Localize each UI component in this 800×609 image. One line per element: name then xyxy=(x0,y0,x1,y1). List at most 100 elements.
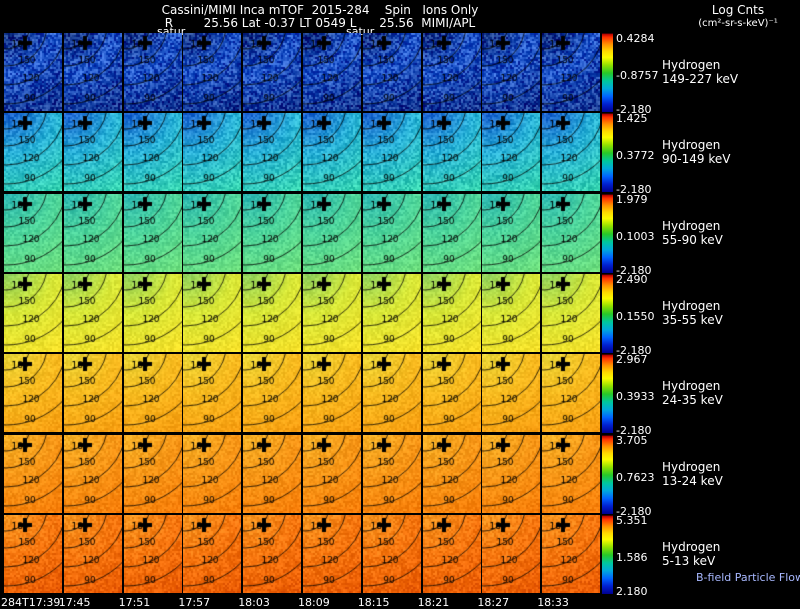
spectrogram-panel xyxy=(303,515,361,593)
spectrogram-panel xyxy=(64,33,122,111)
colorbar-mid-label: -0.8757 xyxy=(616,69,658,82)
spectrogram-panel xyxy=(542,354,600,432)
energy-band-row: 1.425 0.3772 -2.180 Hydrogen 90-149 keV xyxy=(0,113,800,191)
spectrogram-panel xyxy=(183,515,241,593)
colorbar-mid-label: 0.3933 xyxy=(616,390,655,403)
spectrogram-panel xyxy=(183,274,241,352)
spectrogram-panel xyxy=(183,113,241,191)
spectrogram-panel xyxy=(482,274,540,352)
spectrogram-panel xyxy=(124,194,182,272)
colorbar-max-label: 0.4284 xyxy=(616,32,655,45)
spectrogram-panel xyxy=(4,515,62,593)
colorbar xyxy=(602,194,613,273)
species-label: Hydrogen 149-227 keV xyxy=(662,58,738,86)
spectrogram-panel xyxy=(243,354,301,432)
energy-band-row: 5.351 1.586 2.180 Hydrogen 5-13 keV xyxy=(0,515,800,593)
spectrogram-panel xyxy=(303,113,361,191)
spectrogram-panel xyxy=(243,274,301,352)
page-title: Cassini/MIMI Inca mTOF 2015-284 Spin Ion… xyxy=(0,3,640,17)
energy-range-label: 90-149 keV xyxy=(662,152,730,166)
spectrogram-panel xyxy=(4,113,62,191)
spectrogram-panel xyxy=(64,515,122,593)
colorbar-max-label: 2.967 xyxy=(616,353,648,366)
spectrogram-panel xyxy=(64,274,122,352)
spectrogram-panel xyxy=(363,194,421,272)
time-tick-label: 17:45 xyxy=(59,596,91,609)
energy-band-row: 2.490 0.1550 -2.180 Hydrogen 35-55 keV xyxy=(0,274,800,352)
spectrogram-panel xyxy=(64,194,122,272)
spectrogram-panel xyxy=(482,33,540,111)
spectrogram-panel xyxy=(542,113,600,191)
species-label: Hydrogen 13-24 keV xyxy=(662,460,723,488)
energy-range-label: 5-13 keV xyxy=(662,554,720,568)
energy-range-label: 149-227 keV xyxy=(662,72,738,86)
spectrogram-panel xyxy=(124,113,182,191)
spectrogram-panel xyxy=(542,33,600,111)
spectrogram-panel xyxy=(363,33,421,111)
spectrogram-panel xyxy=(64,435,122,513)
spectrogram-panel xyxy=(124,515,182,593)
colorbar xyxy=(602,274,613,353)
species-label: Hydrogen 24-35 keV xyxy=(662,379,723,407)
observation-info: R 25.56 Lat -0.37 LT 0549 L 25.56 MIMI/A… xyxy=(0,16,640,30)
spectrogram-panel xyxy=(4,33,62,111)
spectrogram-panel xyxy=(423,274,481,352)
spectrogram-panel xyxy=(423,435,481,513)
spectrogram-panel xyxy=(183,194,241,272)
spectrogram-panel xyxy=(423,113,481,191)
colorbar-title-line2: (cm²-sr-s-keV)⁻¹ xyxy=(678,17,798,31)
colorbar xyxy=(602,113,613,192)
colorbar-max-label: 3.705 xyxy=(616,434,648,447)
species-label: Hydrogen 35-55 keV xyxy=(662,299,723,327)
energy-band-row: 1.979 0.1003 -2.180 Hydrogen 55-90 keV xyxy=(0,194,800,272)
spectrogram-panel xyxy=(303,274,361,352)
time-tick-label: 18:15 xyxy=(358,596,390,609)
time-tick-label: 18:27 xyxy=(477,596,509,609)
spectrogram-panel xyxy=(64,113,122,191)
species-name: Hydrogen xyxy=(662,460,723,474)
colorbar-title-line1: Log Cnts xyxy=(678,3,798,17)
spectrogram-panel xyxy=(4,435,62,513)
spectrogram-panel xyxy=(482,113,540,191)
species-name: Hydrogen xyxy=(662,58,738,72)
time-tick-label: 284T17:39 xyxy=(1,596,60,609)
spectrogram-panel xyxy=(4,354,62,432)
spectrogram-panel xyxy=(423,515,481,593)
spectrogram-panel xyxy=(303,354,361,432)
energy-band-row: 2.967 0.3933 -2.180 Hydrogen 24-35 keV xyxy=(0,354,800,432)
spectrogram-panel xyxy=(243,113,301,191)
colorbar-max-label: 2.490 xyxy=(616,273,648,286)
colorbar-mid-label: 0.7623 xyxy=(616,471,655,484)
spectrogram-panel xyxy=(124,33,182,111)
spectrogram-panel xyxy=(64,354,122,432)
cassini-mimi-inca-display: Cassini/MIMI Inca mTOF 2015-284 Spin Ion… xyxy=(0,0,800,609)
spectrogram-panel xyxy=(363,274,421,352)
species-name: Hydrogen xyxy=(662,219,723,233)
spectrogram-panel xyxy=(542,515,600,593)
colorbar xyxy=(602,354,613,433)
colorbar-mid-label: 0.1550 xyxy=(616,310,655,323)
spectrogram-panel xyxy=(303,435,361,513)
spectrogram-panel xyxy=(482,435,540,513)
spectrogram-panel xyxy=(183,33,241,111)
spectrogram-panel xyxy=(124,435,182,513)
spectrogram-panel xyxy=(482,194,540,272)
spectrogram-panel xyxy=(423,354,481,432)
species-label: Hydrogen 5-13 keV xyxy=(662,540,720,568)
spectrogram-panel xyxy=(423,33,481,111)
species-label: Hydrogen 90-149 keV xyxy=(662,138,730,166)
species-name: Hydrogen xyxy=(662,299,723,313)
spectrogram-panel xyxy=(363,113,421,191)
colorbar-mid-label: 0.1003 xyxy=(616,230,655,243)
spectrogram-panel xyxy=(542,194,600,272)
spectrogram-panel xyxy=(303,194,361,272)
spectrogram-panel xyxy=(243,33,301,111)
energy-band-row: 0.4284 -0.8757 -2.180 Hydrogen 149-227 keV xyxy=(0,33,800,111)
spectrogram-panel xyxy=(183,435,241,513)
time-tick-label: 18:21 xyxy=(418,596,450,609)
time-tick-label: 18:33 xyxy=(537,596,569,609)
colorbar-max-label: 5.351 xyxy=(616,514,648,527)
spectrogram-panel xyxy=(4,274,62,352)
colorbar xyxy=(602,435,613,514)
energy-range-label: 24-35 keV xyxy=(662,393,723,407)
